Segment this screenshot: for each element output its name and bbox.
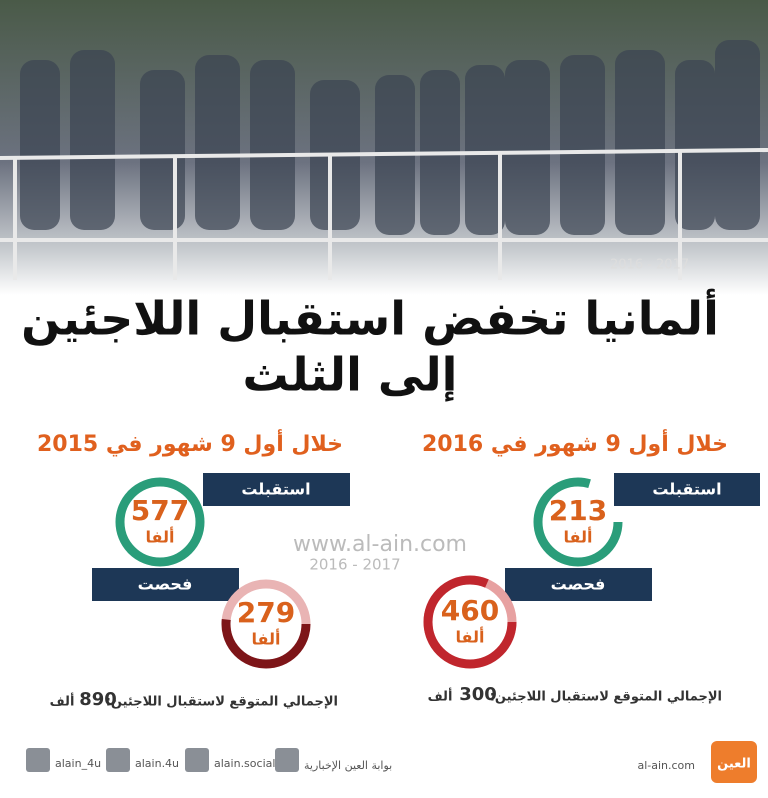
facebook-icon[interactable]: [185, 748, 209, 772]
unit: ألفا: [563, 527, 592, 547]
received-value: 213: [549, 494, 607, 527]
label-box: [92, 568, 239, 601]
label-box: [203, 473, 350, 506]
site[interactable]: al-ain.com: [637, 759, 695, 772]
examined-label: فحصت: [138, 575, 193, 594]
twitter-icon[interactable]: [26, 748, 50, 772]
received-label: استقبلت: [241, 480, 310, 499]
unit: ألفا: [251, 629, 280, 649]
panel-heading: خلال أول 9 شهور في 2016: [422, 428, 728, 457]
youtube-channel[interactable]: بوابة العين الإخبارية: [304, 759, 392, 772]
youtube-icon[interactable]: [275, 748, 299, 772]
total-label: الإجمالي المتوقع لاستقبال اللاجئين:: [490, 690, 722, 705]
received-value: 577: [131, 494, 189, 527]
examined-value: 460: [441, 594, 499, 627]
panel-heading: خلال أول 9 شهور في 2015: [37, 428, 343, 457]
fence: [0, 148, 768, 280]
ring: [423, 575, 517, 669]
unit: ألف: [50, 693, 75, 710]
facebook-handle[interactable]: alain.social: [214, 757, 275, 770]
instagram-handle[interactable]: alain.4u: [135, 757, 179, 770]
label-box: [614, 473, 760, 506]
ring: [115, 477, 205, 567]
title: ألمانيا تخفض استقبال اللاجئين: [21, 289, 719, 346]
twitter-handle[interactable]: alain_4u: [55, 757, 101, 770]
unit: ألفا: [455, 627, 484, 647]
total-label: الإجمالي المتوقع لاستقبال اللاجئين:: [106, 695, 338, 710]
unit: ألفا: [145, 527, 174, 547]
watermark: 2016 - 2017: [309, 556, 400, 574]
total-value: 300: [459, 684, 497, 705]
watermark: www.al-ain.com: [293, 532, 467, 557]
examined-value: 279: [237, 596, 295, 629]
examined-label: فحصت: [551, 575, 606, 594]
ring: [533, 477, 623, 567]
logo: [711, 741, 757, 783]
total-value: 890: [79, 689, 117, 710]
label-box: [505, 568, 652, 601]
ring: [221, 579, 311, 669]
instagram-icon[interactable]: [106, 748, 130, 772]
crowd: [20, 40, 760, 235]
logo-text: العين: [717, 757, 751, 772]
title: إلى الثلث: [243, 348, 458, 403]
photo-watermark: 2016 - 2017: [610, 258, 689, 273]
unit: ألف: [428, 688, 453, 705]
received-label: استقبلت: [652, 480, 721, 499]
